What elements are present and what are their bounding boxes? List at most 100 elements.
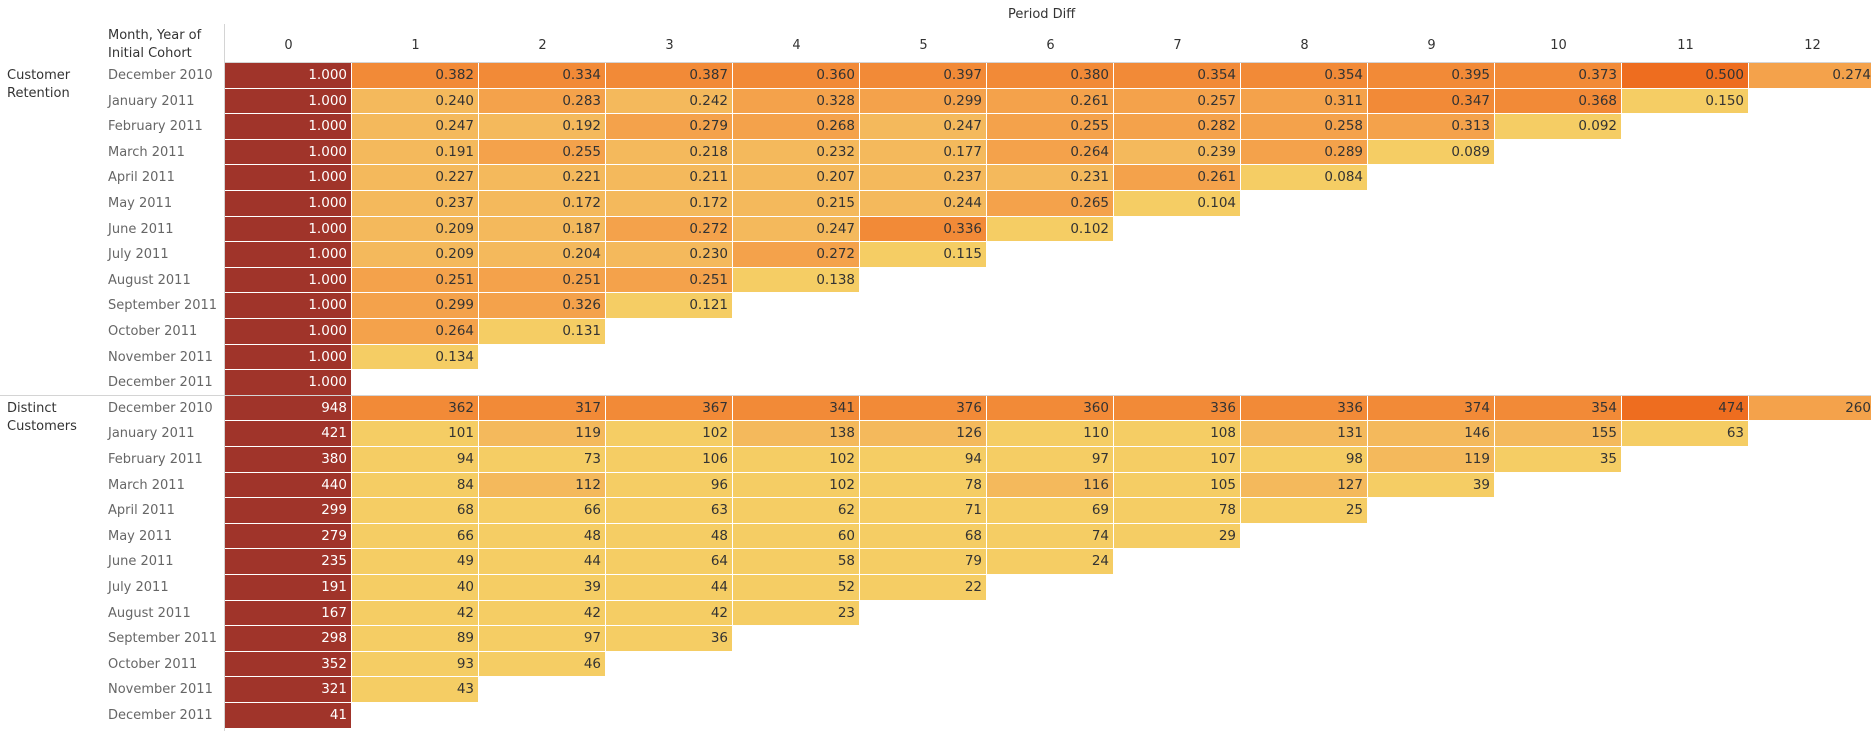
cell-value: 0.211 bbox=[689, 169, 728, 186]
heatmap-cell bbox=[479, 114, 605, 139]
cell-value: 0.134 bbox=[435, 348, 474, 365]
cell-value: 119 bbox=[1464, 451, 1490, 467]
heatmap-cell bbox=[225, 651, 351, 677]
heatmap-cell bbox=[987, 191, 1113, 216]
column-header-7: 7 bbox=[1173, 38, 1182, 53]
cell-value: 43 bbox=[456, 681, 474, 698]
column-header-2: 2 bbox=[538, 38, 547, 53]
cell-value: 0.328 bbox=[816, 92, 855, 109]
heatmap-cell bbox=[1114, 395, 1240, 421]
cell-value: 40 bbox=[456, 579, 474, 595]
heatmap-cell bbox=[987, 472, 1113, 498]
cell-value: 131 bbox=[1337, 425, 1363, 442]
cell-value: 0.187 bbox=[562, 220, 601, 237]
cell-value: 68 bbox=[964, 527, 982, 544]
cohort-label: July 2011 bbox=[108, 247, 169, 263]
heatmap-cell bbox=[606, 447, 732, 472]
heatmap-cell bbox=[352, 395, 478, 421]
cell-value: 0.368 bbox=[1578, 92, 1617, 109]
cell-value: 0.354 bbox=[1197, 67, 1236, 83]
heatmap-cell bbox=[1241, 498, 1367, 523]
heatmap-cell bbox=[733, 447, 859, 472]
heatmap-cell bbox=[860, 216, 986, 242]
heatmap-cell bbox=[479, 575, 605, 600]
cell-value: 105 bbox=[1210, 476, 1236, 493]
row-header-title-line2: Initial Cohort bbox=[108, 46, 192, 61]
cell-value: 0.084 bbox=[1324, 169, 1363, 186]
cell-value: 60 bbox=[837, 527, 855, 544]
heatmap-cell bbox=[1749, 395, 1871, 421]
cell-value: 0.150 bbox=[1705, 92, 1744, 109]
cell-value: 127 bbox=[1337, 476, 1363, 493]
cohort-label: August 2011 bbox=[108, 605, 191, 621]
cohort-label: March 2011 bbox=[108, 144, 185, 160]
heatmap-cell bbox=[987, 88, 1113, 114]
heatmap-cell bbox=[1622, 395, 1748, 421]
cell-value: 440 bbox=[321, 476, 347, 493]
measure-label-customer-retention-line2: Retention bbox=[7, 86, 70, 101]
heatmap-cell bbox=[479, 421, 605, 446]
column-header-6: 6 bbox=[1046, 38, 1055, 53]
cell-value: 126 bbox=[956, 425, 982, 442]
cell-value: 52 bbox=[837, 579, 855, 595]
cell-value: 336 bbox=[1210, 399, 1236, 416]
cell-value: 0.172 bbox=[689, 195, 728, 211]
cell-value: 380 bbox=[321, 451, 347, 467]
cell-value: 321 bbox=[321, 681, 347, 698]
cell-value: 336 bbox=[1337, 399, 1363, 416]
cell-value: 1.000 bbox=[308, 271, 347, 288]
heatmap-cell bbox=[352, 191, 478, 216]
header-row-divider bbox=[224, 62, 1871, 63]
cell-value: 0.397 bbox=[943, 67, 982, 83]
cell-value: 102 bbox=[829, 476, 855, 493]
heatmap-cell bbox=[606, 88, 732, 114]
cell-value: 1.000 bbox=[308, 118, 347, 135]
cohort-label: September 2011 bbox=[108, 631, 218, 647]
cell-value: 0.395 bbox=[1451, 67, 1490, 83]
heatmap-cell bbox=[1114, 114, 1240, 139]
heatmap-cell bbox=[1114, 88, 1240, 114]
measure-label-distinct-customers-line1: Distinct bbox=[7, 400, 57, 416]
heatmap-cell bbox=[733, 165, 859, 190]
cohort-label: June 2011 bbox=[108, 221, 174, 237]
cell-value: 93 bbox=[456, 655, 474, 672]
heatmap-cell bbox=[225, 165, 351, 190]
cell-value: 474 bbox=[1718, 399, 1744, 416]
heatmap-cell bbox=[225, 293, 351, 318]
cell-value: 0.177 bbox=[943, 143, 982, 160]
heatmap-cell bbox=[225, 139, 351, 165]
heatmap-cell bbox=[1114, 139, 1240, 165]
cell-value: 0.255 bbox=[1070, 118, 1109, 135]
cell-value: 0.261 bbox=[1070, 92, 1109, 109]
cell-value: 260 bbox=[1845, 399, 1871, 416]
cell-value: 0.354 bbox=[1324, 67, 1363, 83]
cell-value: 84 bbox=[456, 476, 474, 493]
heatmap-cell bbox=[1495, 447, 1621, 472]
cell-value: 0.299 bbox=[943, 92, 982, 109]
cohort-label: February 2011 bbox=[108, 452, 203, 467]
cell-value: 108 bbox=[1210, 425, 1236, 442]
heatmap-cell bbox=[479, 549, 605, 574]
heatmap-cell bbox=[225, 242, 351, 267]
cell-value: 79 bbox=[964, 553, 982, 570]
heatmap-cell bbox=[987, 395, 1113, 421]
heatmap-cell bbox=[479, 498, 605, 523]
cell-value: 0.264 bbox=[1070, 143, 1109, 160]
cell-value: 0.121 bbox=[689, 297, 728, 314]
cell-value: 0.237 bbox=[435, 195, 474, 211]
cell-value: 1.000 bbox=[308, 220, 347, 237]
heatmap-cell bbox=[1114, 498, 1240, 523]
cell-value: 138 bbox=[829, 425, 855, 442]
cell-value: 89 bbox=[456, 630, 474, 647]
heatmap-cell bbox=[479, 216, 605, 242]
cell-value: 66 bbox=[583, 502, 601, 519]
cell-value: 0.104 bbox=[1197, 195, 1236, 211]
heatmap-cell bbox=[860, 447, 986, 472]
cell-value: 73 bbox=[583, 451, 601, 467]
heatmap-cell bbox=[352, 267, 478, 293]
cell-value: 0.380 bbox=[1070, 67, 1109, 83]
column-header-0: 0 bbox=[284, 38, 293, 53]
cell-value: 1.000 bbox=[308, 246, 347, 263]
cell-value: 48 bbox=[583, 527, 601, 544]
cell-value: 63 bbox=[710, 502, 728, 519]
